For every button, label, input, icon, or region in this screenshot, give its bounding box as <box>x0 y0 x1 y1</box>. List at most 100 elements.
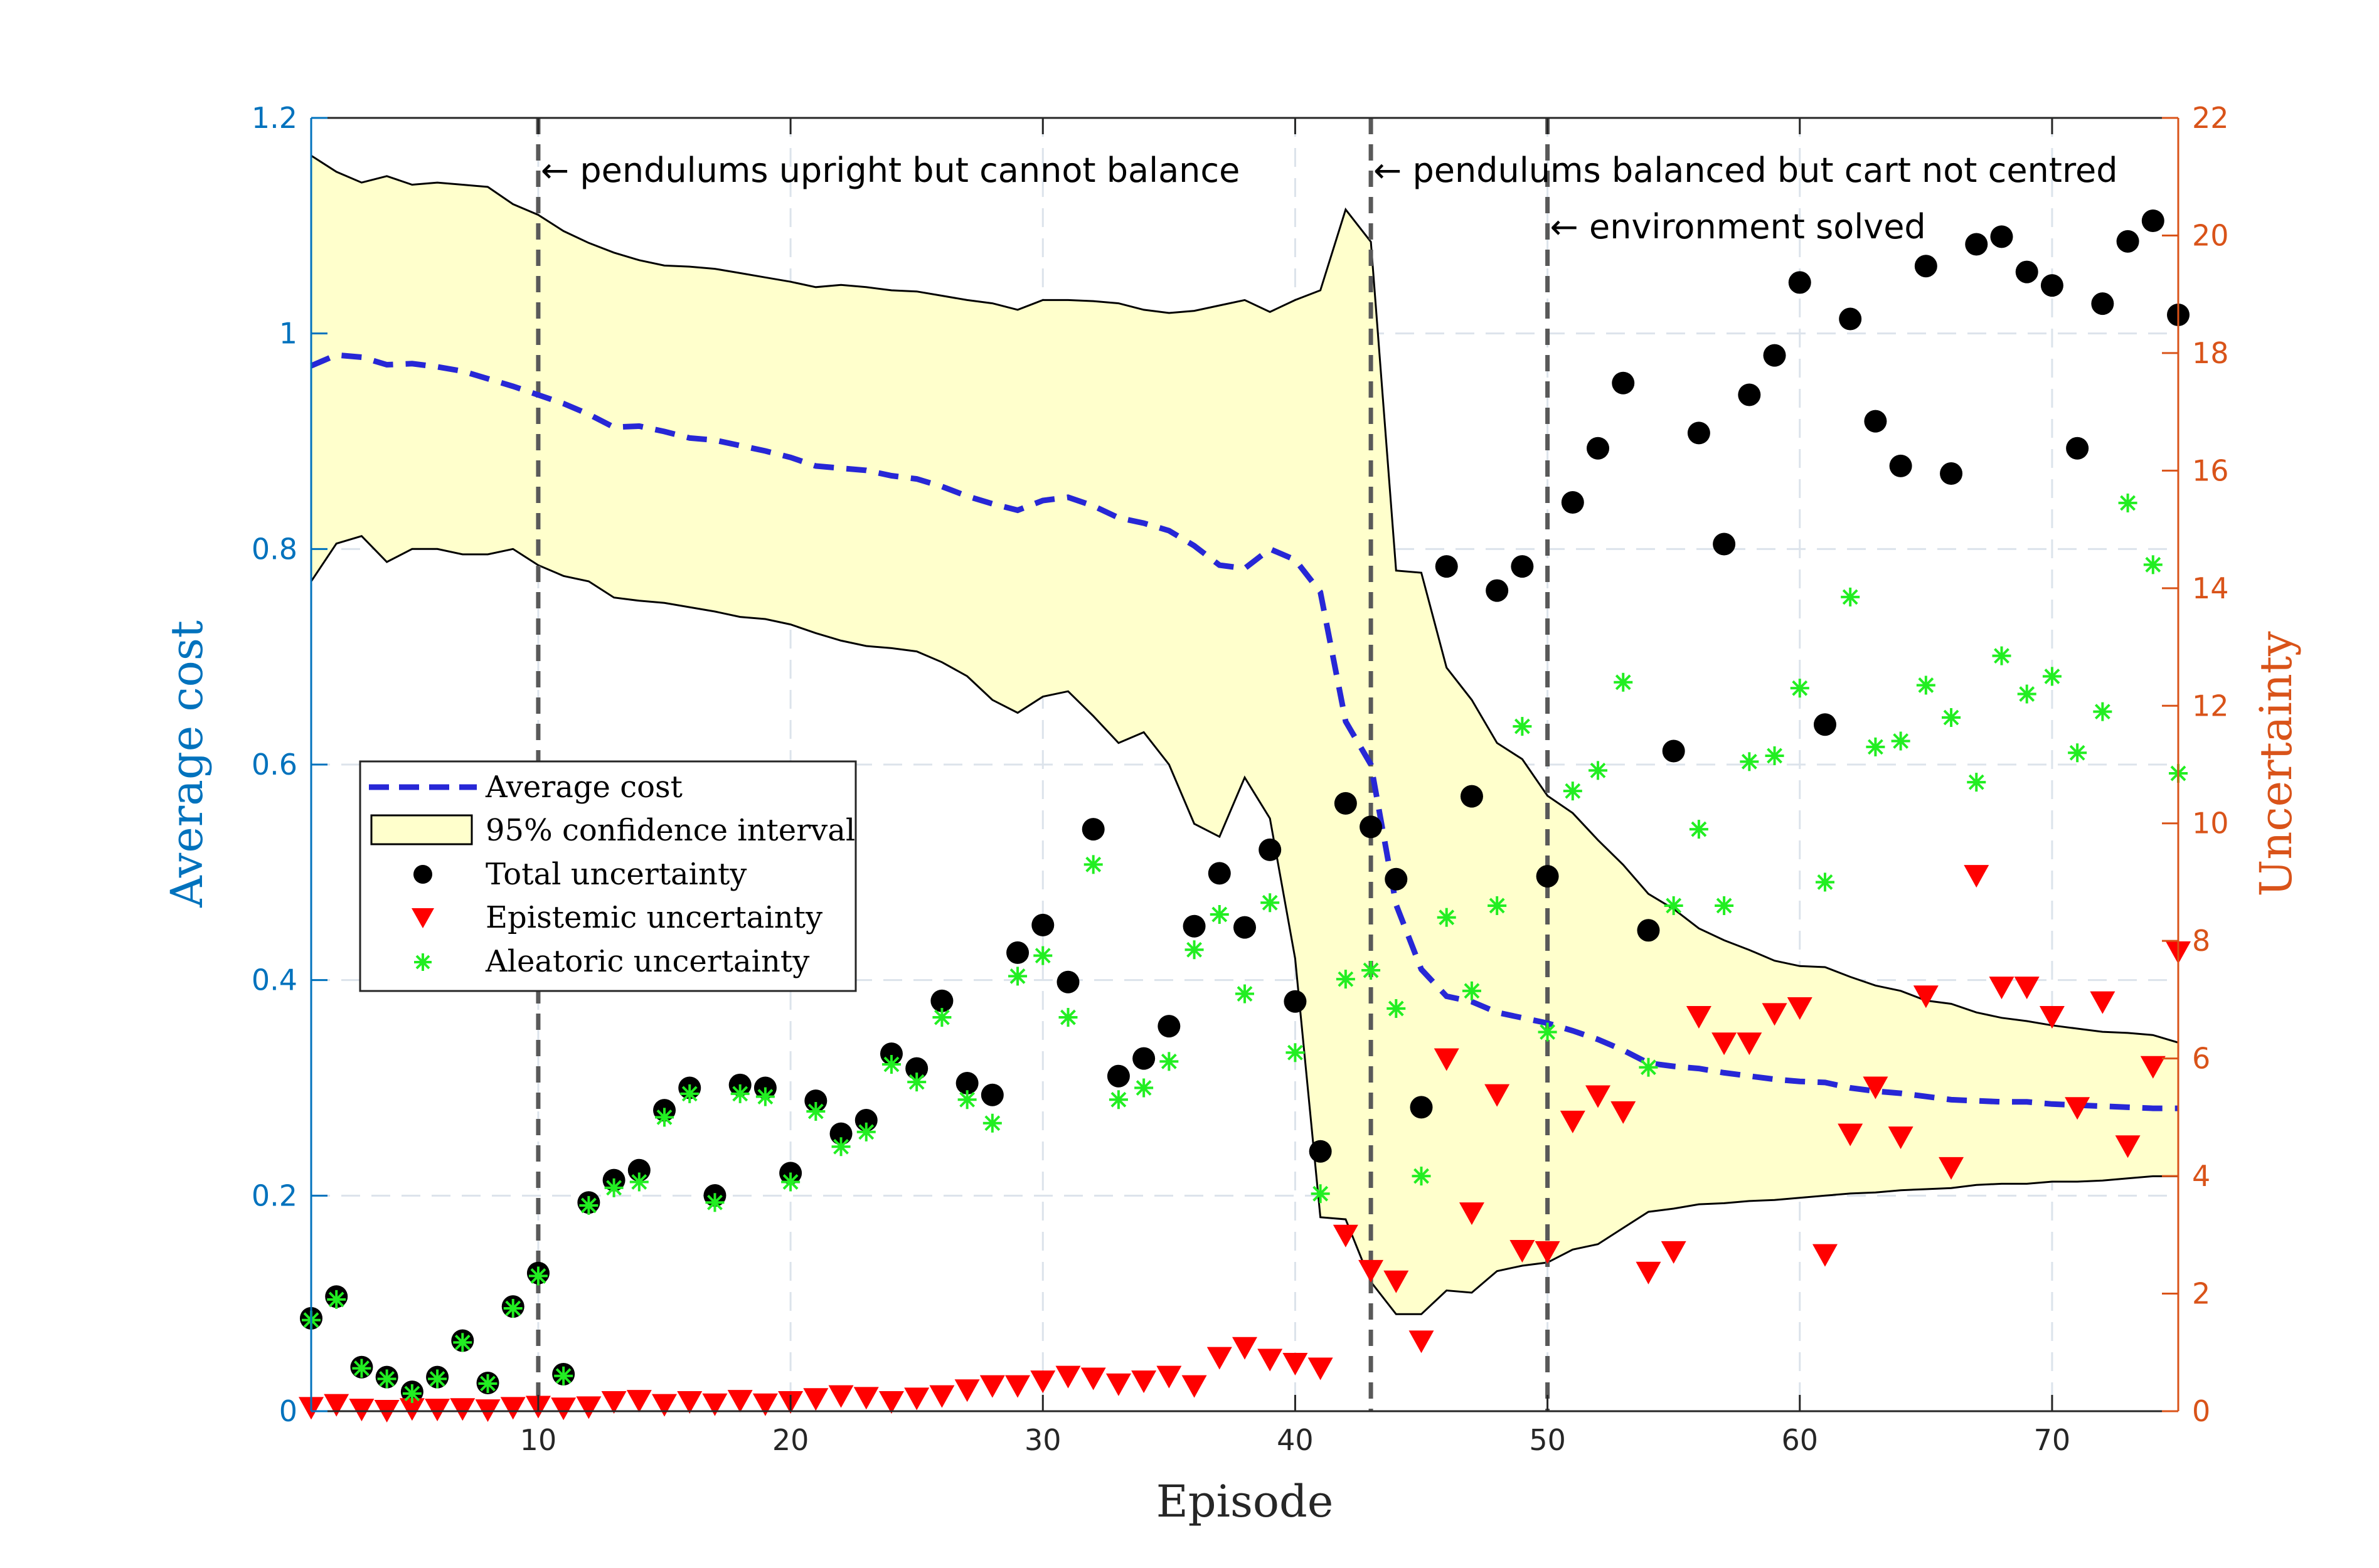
epistemic-uncertainty-point-6 <box>425 1399 450 1422</box>
epistemic-uncertainty-point-21 <box>803 1388 829 1411</box>
tick-labels: 10 20 30 40 50 60 70 0 0.2 0.4 0.6 0.8 1 1.2 0 2 4 6 8 10 12… <box>252 101 2229 1457</box>
total-uncertainty-point-34 <box>1132 1047 1156 1070</box>
epistemic-uncertainty-point-70 <box>2039 1006 2065 1029</box>
aleatoric-uncertainty-point-37 <box>1210 905 1229 924</box>
total-uncertainty-point-44 <box>1385 867 1408 891</box>
epistemic-uncertainty-point-55 <box>1661 1241 1686 1264</box>
epistemic-uncertainty-point-52 <box>1585 1085 1611 1108</box>
x-tick-label-1: 20 <box>772 1423 809 1457</box>
aleatoric-uncertainty-point-69 <box>2017 684 2036 704</box>
y-right-tick-label-6: 12 <box>2192 689 2229 723</box>
aleatoric-uncertainty-point-26 <box>932 1008 952 1027</box>
annotation-text-0: ← pendulums upright but cannot balance <box>541 151 1240 190</box>
epistemic-uncertainty-point-5 <box>399 1398 425 1421</box>
aleatoric-uncertainty-point-14 <box>629 1172 649 1192</box>
epistemic-uncertainty-point-3 <box>349 1399 375 1422</box>
legend: Average cost 95% confidence interval Tot… <box>359 760 857 992</box>
epistemic-uncertainty-point-34 <box>1131 1370 1157 1394</box>
total-uncertainty-point-28 <box>981 1083 1004 1106</box>
aleatoric-uncertainty-point-56 <box>1689 820 1708 839</box>
epistemic-uncertainty-point-16 <box>677 1391 703 1414</box>
aleatoric-uncertainty-point-48 <box>1488 896 1507 915</box>
total-uncertainty-point-50 <box>1536 865 1559 888</box>
legend-label-confidence-interval: 95% confidence interval <box>486 813 855 848</box>
epistemic-uncertainty-point-57 <box>1711 1032 1737 1056</box>
epistemic-uncertainty-point-27 <box>954 1379 980 1402</box>
epistemic-uncertainty-point-42 <box>1333 1224 1358 1248</box>
total-uncertainty-point-63 <box>1864 410 1887 433</box>
epistemic-uncertainty-point-24 <box>878 1391 904 1414</box>
total-uncertainty-point-64 <box>1889 454 1912 477</box>
epistemic-uncertainty-point-73 <box>2115 1135 2141 1158</box>
total-uncertainty-point-26 <box>930 989 954 1012</box>
aleatoric-uncertainty-point-49 <box>1513 717 1532 736</box>
y-right-tick-label-1: 2 <box>2192 1277 2210 1311</box>
total-uncertainty-point-73 <box>2116 230 2139 253</box>
aleatoric-uncertainty-point-20 <box>781 1172 801 1192</box>
epistemic-uncertainty-point-69 <box>2014 977 2040 1000</box>
aleatoric-uncertainty-point-64 <box>1891 731 1910 751</box>
aleatoric-uncertainty-point-21 <box>806 1101 826 1121</box>
legend-symbol-epistemic-uncertainty <box>412 908 434 928</box>
epistemic-uncertainty-point-26 <box>929 1385 955 1408</box>
epistemic-uncertainty-point-2 <box>324 1394 349 1417</box>
total-uncertainty-point-30 <box>1031 913 1055 936</box>
aleatoric-uncertainty-point-25 <box>907 1073 927 1092</box>
aleatoric-uncertainty-point-11 <box>554 1366 573 1385</box>
epistemic-uncertainty-point-49 <box>1509 1240 1535 1263</box>
aleatoric-uncertainty-point-46 <box>1437 908 1456 927</box>
epistemic-uncertainty-point-7 <box>450 1398 476 1421</box>
aleatoric-uncertainty-point-51 <box>1563 781 1582 801</box>
total-uncertainty-point-62 <box>1839 307 1862 331</box>
aleatoric-uncertainty-point-71 <box>2068 743 2087 763</box>
total-uncertainty-point-67 <box>1965 233 1988 256</box>
total-uncertainty-point-46 <box>1435 555 1458 578</box>
x-tick-label-3: 40 <box>1277 1423 1314 1457</box>
epistemic-uncertainty-point-61 <box>1812 1244 1838 1267</box>
aleatoric-uncertainty-point-41 <box>1311 1184 1330 1204</box>
y-right-tick-label-11: 22 <box>2192 101 2229 135</box>
annotations: ← pendulums upright but cannot balance ← … <box>541 151 2118 246</box>
y-left-tick-label-3: 0.6 <box>252 748 297 781</box>
annotation-text-1: ← pendulums balanced but cart not centre… <box>1373 151 2117 190</box>
epistemic-uncertainty-point-72 <box>2090 991 2116 1014</box>
total-uncertainty-point-47 <box>1460 785 1483 808</box>
aleatoric-uncertainty-point-24 <box>881 1055 901 1074</box>
total-uncertainty-point-32 <box>1082 818 1105 841</box>
total-uncertainty-point-27 <box>955 1072 979 1095</box>
epistemic-uncertainty-point-31 <box>1055 1365 1081 1389</box>
aleatoric-uncertainty-point-36 <box>1184 940 1204 960</box>
aleatoric-uncertainty-point-28 <box>982 1113 1002 1133</box>
total-uncertainty-point-56 <box>1687 421 1710 445</box>
aleatoric-uncertainty-point-53 <box>1614 672 1633 692</box>
y-right-tick-label-2: 4 <box>2192 1159 2210 1193</box>
total-uncertainty-point-25 <box>905 1057 929 1080</box>
legend-symbol-total-uncertainty <box>413 865 432 884</box>
epistemic-uncertainty-point-51 <box>1560 1110 1585 1133</box>
total-uncertainty-point-37 <box>1208 862 1231 885</box>
aleatoric-uncertainty-point-34 <box>1134 1078 1154 1098</box>
y-left-tick-label-6: 1.2 <box>252 101 297 135</box>
aleatoric-uncertainty-point-2 <box>327 1290 346 1309</box>
x-tick-label-4: 50 <box>1529 1423 1566 1457</box>
epistemic-uncertainty-point-65 <box>1913 985 1939 1009</box>
total-uncertainty-point-53 <box>1612 371 1635 395</box>
aleatoric-uncertainty-point-62 <box>1841 587 1860 607</box>
y-axis-left-label: Average cost <box>161 620 213 908</box>
epistemic-uncertainty-point-33 <box>1105 1373 1131 1396</box>
total-uncertainty-point-69 <box>2015 260 2038 283</box>
total-uncertainty-point-41 <box>1309 1140 1332 1163</box>
aleatoric-uncertainty-point-72 <box>2093 702 2112 721</box>
aleatoric-uncertainty-point-5 <box>402 1384 422 1403</box>
aleatoric-uncertainty-point-9 <box>503 1298 523 1318</box>
epistemic-uncertainty-point-48 <box>1484 1084 1510 1107</box>
epistemic-uncertainty-point-39 <box>1257 1348 1283 1372</box>
total-uncertainty-point-40 <box>1284 990 1307 1013</box>
total-uncertainty-point-33 <box>1107 1064 1130 1088</box>
epistemic-uncertainty-point-59 <box>1762 1003 1787 1026</box>
epistemic-uncertainty-point-53 <box>1610 1101 1636 1124</box>
aleatoric-uncertainty-point-10 <box>528 1266 548 1286</box>
aleatoric-uncertainty-point-43 <box>1361 961 1381 980</box>
total-uncertainty-point-38 <box>1233 916 1256 939</box>
